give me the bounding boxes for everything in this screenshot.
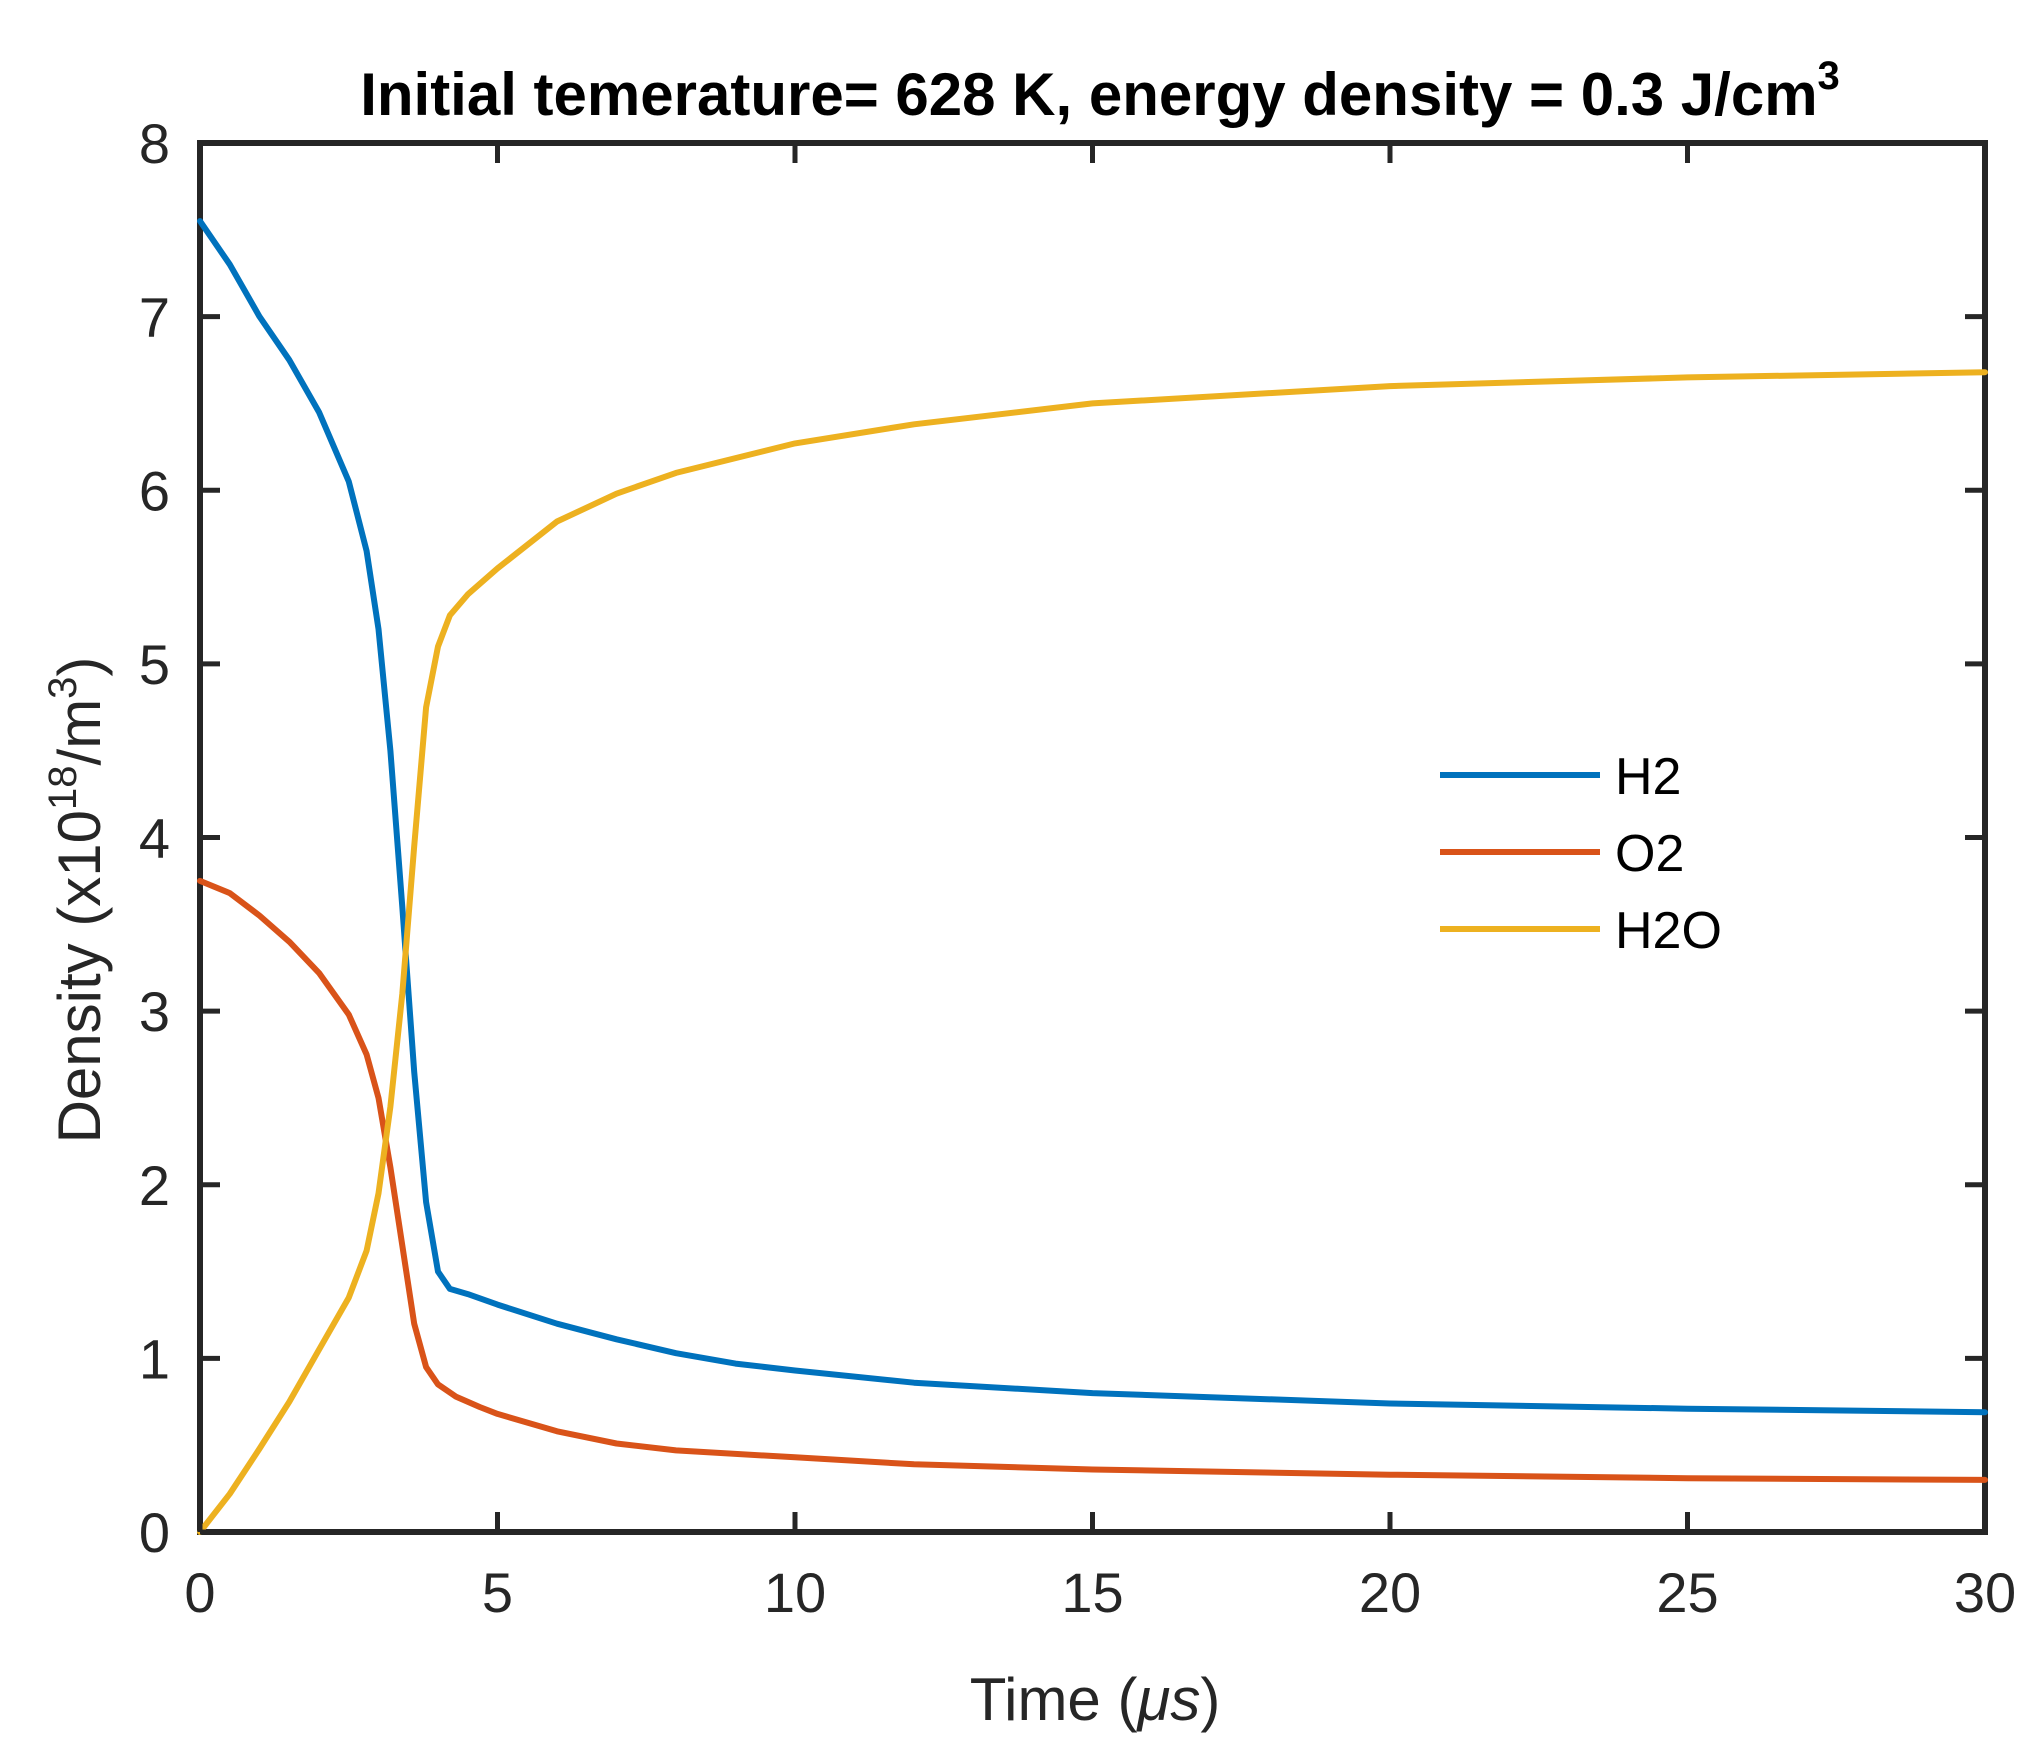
- series-line-o2: [197, 877, 1988, 1483]
- x-tick-label: 30: [1954, 1561, 2016, 1624]
- x-axis-label-unit: μs: [1135, 1666, 1200, 1733]
- x-tick-label: 5: [482, 1561, 513, 1624]
- y-tick-label: 7: [139, 286, 170, 349]
- series-line-h2o: [197, 369, 1988, 1535]
- y-tick-label: 6: [139, 459, 170, 522]
- x-tick-label: 25: [1656, 1561, 1718, 1624]
- x-tick-label: 10: [764, 1561, 826, 1624]
- y-axis-label-mid: /m: [46, 699, 113, 766]
- y-axis-label-exp2: 3: [41, 677, 85, 699]
- chart-title-text: Initial temerature= 628 K, energy densit…: [360, 61, 1817, 128]
- legend: H2 O2 H2O: [1440, 748, 1722, 960]
- y-axis-label: Density (x1018/m3): [41, 657, 113, 1144]
- x-tick-label: 15: [1061, 1561, 1123, 1624]
- y-axis-label-suffix: ): [46, 657, 113, 677]
- legend-label-h2o: H2O: [1615, 902, 1722, 960]
- y-tick-label: 3: [139, 980, 170, 1043]
- plot-frame: [197, 140, 1988, 1535]
- chart-title: Initial temerature= 628 K, energy densit…: [360, 54, 1840, 128]
- series-line-h2: [197, 218, 1988, 1416]
- series-layer: [197, 218, 1988, 1535]
- x-tick-label: 20: [1359, 1561, 1421, 1624]
- y-tick-label: 0: [139, 1501, 170, 1564]
- y-axis-label-exp: 18: [41, 765, 85, 810]
- y-tick-label: 5: [139, 633, 170, 696]
- ticks-layer: 0 5 10 15 20 25 30 0 1 2 3 4 5 6 7 8: [139, 112, 2016, 1624]
- legend-label-o2: O2: [1615, 825, 1684, 883]
- y-tick-label: 1: [139, 1327, 170, 1390]
- plot-area: [197, 140, 1988, 1535]
- y-axis-label-prefix: Density (x10: [46, 810, 113, 1143]
- legend-label-h2: H2: [1615, 748, 1681, 806]
- chart-title-superscript: 3: [1818, 54, 1840, 98]
- x-tick-label: 0: [184, 1561, 215, 1624]
- y-tick-label: 2: [139, 1154, 170, 1217]
- x-axis-label-prefix: Time (: [970, 1666, 1138, 1733]
- x-axis-label: Time (μs): [970, 1666, 1221, 1733]
- y-tick-label: 8: [139, 112, 170, 175]
- x-axis-label-suffix: ): [1200, 1666, 1220, 1733]
- y-tick-label: 4: [139, 807, 170, 870]
